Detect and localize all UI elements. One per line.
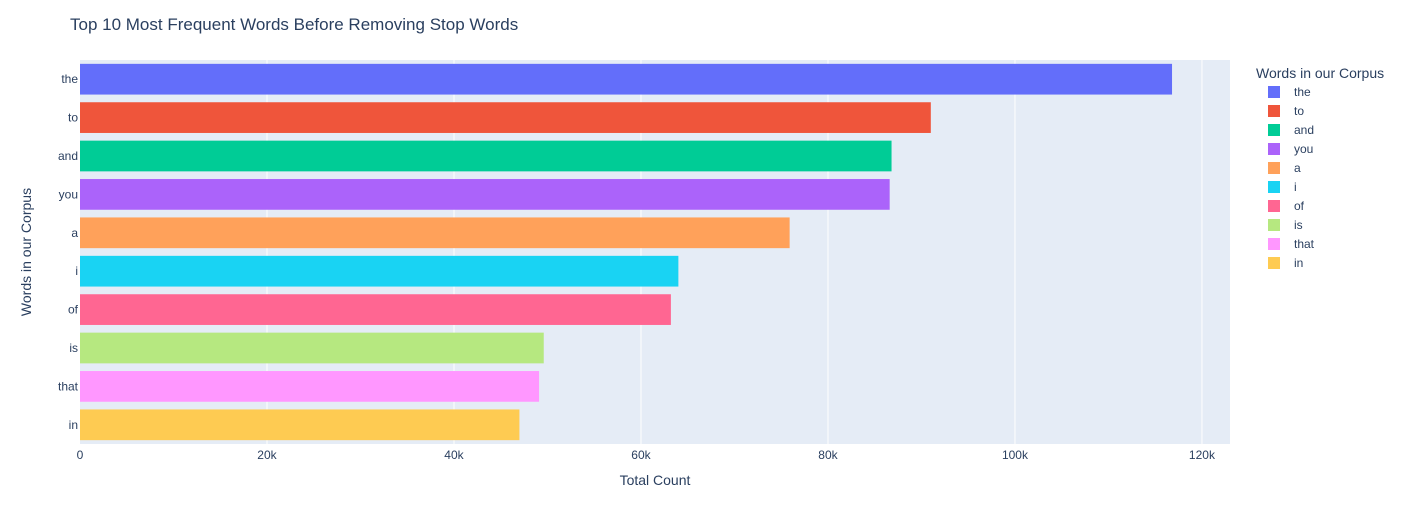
bar-in[interactable] — [80, 409, 520, 441]
legend-label: is — [1294, 218, 1303, 232]
legend-item-and[interactable]: and — [1268, 123, 1314, 137]
legend-swatch — [1268, 86, 1280, 98]
y-tick-label: is — [69, 341, 78, 355]
y-tick-label: that — [58, 379, 79, 393]
bar-is[interactable] — [80, 332, 544, 364]
bar-and[interactable] — [80, 140, 892, 172]
legend-swatch — [1268, 162, 1280, 174]
y-axis-title: Words in our Corpus — [18, 188, 34, 316]
legend-label: a — [1294, 161, 1301, 175]
x-tick-label: 40k — [444, 448, 464, 462]
y-tick-label: i — [75, 264, 78, 278]
y-tick-label: the — [61, 72, 78, 86]
bar-of[interactable] — [80, 294, 671, 325]
legend-item-i[interactable]: i — [1268, 180, 1297, 194]
bars — [80, 63, 1173, 441]
legend-label: in — [1294, 256, 1303, 270]
x-tick-label: 0 — [77, 448, 84, 462]
legend-swatch — [1268, 143, 1280, 155]
legend-label: i — [1294, 180, 1297, 194]
legend-label: that — [1294, 237, 1315, 251]
legend-item-is[interactable]: is — [1268, 218, 1303, 232]
x-tick-label: 20k — [257, 448, 277, 462]
legend-label: to — [1294, 104, 1304, 118]
x-tick-label: 120k — [1189, 448, 1216, 462]
y-tick-label: to — [68, 111, 78, 125]
legend-label: you — [1294, 142, 1313, 156]
bar-a[interactable] — [80, 217, 790, 249]
y-tick-label: in — [69, 418, 78, 432]
legend-swatch — [1268, 200, 1280, 212]
y-tick-label: you — [59, 187, 78, 201]
legend-item-a[interactable]: a — [1268, 161, 1301, 175]
legend-item-to[interactable]: to — [1268, 104, 1304, 118]
legend-item-in[interactable]: in — [1268, 256, 1303, 270]
legend-label: of — [1294, 199, 1305, 213]
chart-title: Top 10 Most Frequent Words Before Removi… — [70, 15, 518, 34]
legend-item-of[interactable]: of — [1268, 199, 1305, 213]
legend-item-that[interactable]: that — [1268, 237, 1315, 251]
legend-swatch — [1268, 257, 1280, 269]
bar-you[interactable] — [80, 179, 890, 210]
x-tick-label: 100k — [1002, 448, 1029, 462]
y-tick-label: and — [58, 149, 78, 163]
y-tick-label: a — [71, 226, 78, 240]
x-tick-label: 60k — [631, 448, 651, 462]
x-axis-title: Total Count — [620, 472, 691, 488]
legend-label: the — [1294, 85, 1311, 99]
legend-label: and — [1294, 123, 1314, 137]
legend-swatch — [1268, 105, 1280, 117]
x-tick-label: 80k — [818, 448, 838, 462]
legend-item-the[interactable]: the — [1268, 85, 1311, 99]
legend-swatch — [1268, 238, 1280, 250]
y-axis-ticks: the to and you a i of is that in — [58, 72, 79, 432]
y-tick-label: of — [68, 303, 79, 317]
legend-item-you[interactable]: you — [1268, 142, 1313, 156]
legend[interactable]: Words in our Corpus the to and you ai of is tha… — [1256, 65, 1384, 270]
bar-i[interactable] — [80, 255, 679, 287]
bar-that[interactable] — [80, 371, 540, 402]
x-axis-ticks: 0 20k 40k 60k 80k 100k 120k — [77, 448, 1216, 462]
legend-swatch — [1268, 181, 1280, 193]
bar-to[interactable] — [80, 102, 931, 133]
legend-swatch — [1268, 124, 1280, 136]
legend-title: Words in our Corpus — [1256, 65, 1384, 81]
bar-the[interactable] — [80, 63, 1173, 95]
legend-swatch — [1268, 219, 1280, 231]
